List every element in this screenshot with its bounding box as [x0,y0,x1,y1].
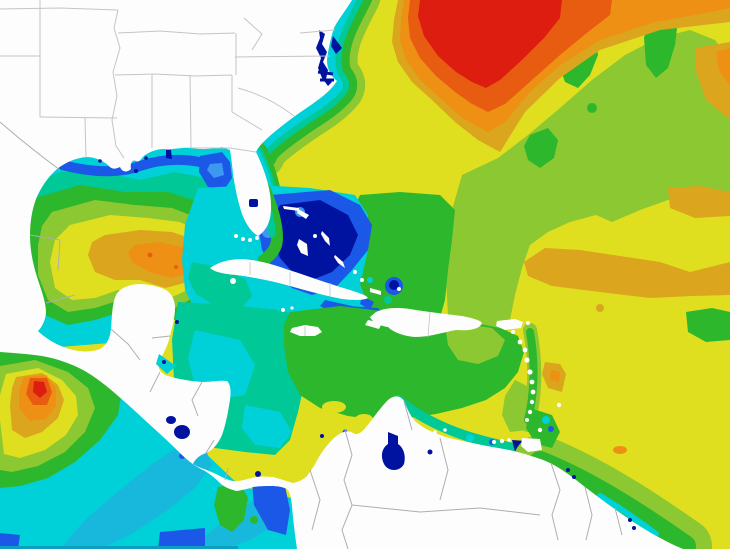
orange-spot [550,370,560,382]
pacific-field [0,348,305,549]
pacific-blue [0,533,20,549]
pacific-swath [60,442,212,549]
lesser-antilles [423,321,562,452]
tobago-green [526,408,560,448]
puerto-rico [496,319,523,330]
isla-juventud [230,278,236,284]
grand-cayman [281,308,285,312]
bahamas-islands [283,206,401,295]
se-bahamas-navy [389,280,399,290]
island-borders [249,262,431,338]
bonaire [443,428,447,432]
lake-maracaibo [381,432,405,470]
gulf-orange-core [128,242,198,278]
gold-spot [596,304,604,312]
river-speck [566,468,570,472]
coast-estuary-speck [98,159,102,163]
trinidad [521,438,542,452]
gulf-red-speck [147,252,153,258]
lake-nicaragua [174,425,190,439]
little-cayman [290,306,294,310]
haiti-south-prong [365,320,382,329]
gulf-red-speck [174,265,178,269]
lake-managua [166,416,176,424]
cuba [210,259,368,300]
west-florida-lightblue [207,163,224,178]
windward-passage-blue [360,296,374,310]
storm-core-red [418,0,562,88]
hispaniola [370,308,482,337]
panama-south-green [214,483,248,532]
delta-speck [134,169,138,173]
north-gulf-blue-strip [57,154,205,177]
jamaica [290,325,322,336]
gold-patch [524,248,730,298]
caribbean-lightgreen [446,322,505,364]
tobago-cyan [542,416,550,424]
florida-keys [234,234,259,242]
map-edge-strip [0,546,238,549]
west-caribbean-cyan [242,405,292,448]
panama-navy-speck [255,471,261,477]
river-speck [632,526,636,530]
tehuantepec-swell [0,350,122,488]
caribbean-yellow-spot [355,414,373,424]
barbados [556,402,562,408]
pacific-blue [158,528,205,549]
country-borders [0,121,623,549]
bahamas-east-green [354,192,455,318]
green-dot [250,516,258,524]
coast-estuary-speck [144,156,148,160]
mobile-bay [166,150,172,159]
coast-navy-speck [320,434,324,438]
cyan-spot [367,277,373,283]
river-speck [628,518,632,522]
lakes-and-bays [98,30,636,530]
tobago [537,427,543,433]
yucatan-channel-teal [188,262,252,310]
delaware-bay [331,36,342,54]
colombia-coast-blue [252,482,290,535]
orange-spot [613,446,627,454]
green-patch [587,103,597,113]
teal-spot [384,296,392,304]
state-borders [0,0,336,159]
margarita [492,440,496,444]
river-speck [572,475,576,479]
coast-cyan-spot [466,434,474,442]
tobago-blue [548,426,554,432]
green-patch [686,308,730,342]
americas-landmass [0,0,683,549]
atlantic-moderate-region [446,30,730,378]
curacao [433,430,437,434]
aruba [423,432,427,436]
albemarle-sound [317,70,334,76]
green-patch [524,128,558,168]
gold-patch [668,186,730,218]
lake-okeechobee [249,199,258,207]
orange-sliver [716,48,730,86]
caribbean-yellow-spot [322,401,346,413]
caribbean-islands [210,206,562,452]
gulf-of-honduras [156,320,179,374]
venezuela-coast-teal [393,395,533,457]
lake-valencia [427,449,433,455]
caribbean-field [172,302,548,458]
